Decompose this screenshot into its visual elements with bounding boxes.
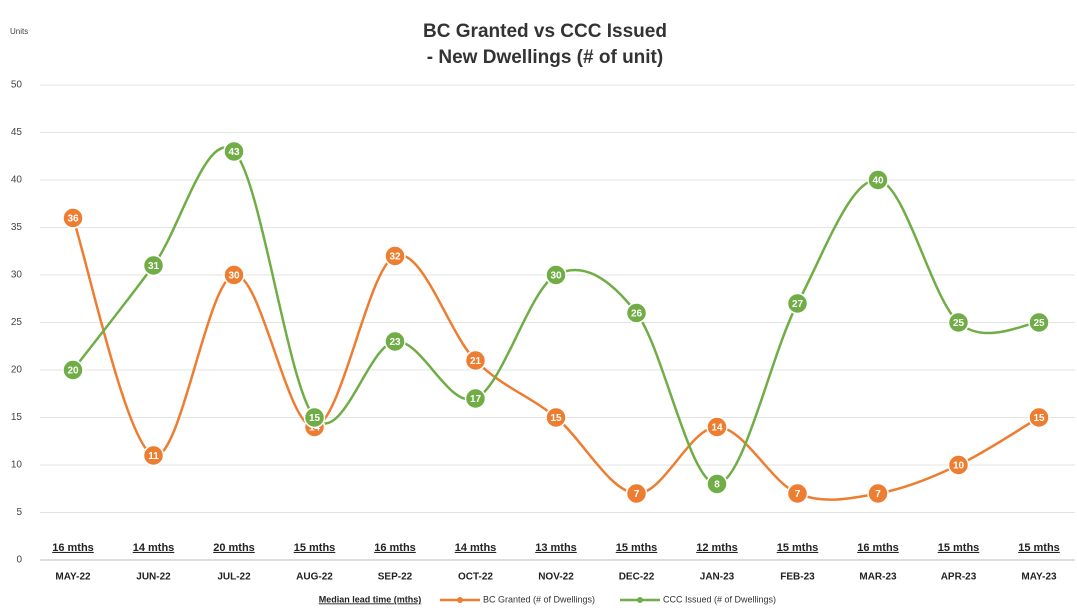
data-point <box>867 482 889 505</box>
data-point <box>62 359 84 381</box>
x-tick-label: MAR-23 <box>859 572 897 583</box>
data-point <box>1028 406 1050 429</box>
lead-time-legend: Median lead time (mths) <box>319 594 422 604</box>
data-label: 8 <box>714 480 720 491</box>
legend-label: BC Granted (# of Dwellings) <box>483 594 595 604</box>
x-tick-label: AUG-22 <box>296 572 333 583</box>
y-tick-label: 30 <box>11 270 23 281</box>
x-tick-label: JUL-22 <box>217 572 251 583</box>
data-label: 15 <box>550 413 562 424</box>
data-point <box>303 406 326 429</box>
data-point <box>142 444 165 467</box>
data-point <box>706 473 728 495</box>
data-point <box>545 406 567 429</box>
data-label: 20 <box>67 366 79 377</box>
lead-time: 14 mths <box>133 542 175 554</box>
data-point <box>706 416 728 438</box>
y-tick-label: 25 <box>11 317 23 328</box>
data-label: 14 <box>711 423 723 434</box>
data-point <box>223 140 245 163</box>
y-tick-label: 50 <box>11 80 23 91</box>
data-label: 15 <box>1033 413 1045 424</box>
x-tick-label: JAN-23 <box>700 572 735 583</box>
legend-label: CCC Issued (# of Dwellings) <box>663 594 776 604</box>
lead-time: 15 mths <box>294 542 336 554</box>
data-label: 30 <box>550 271 562 282</box>
lead-time: 15 mths <box>938 542 980 554</box>
x-tick-label: OCT-22 <box>458 572 493 583</box>
data-point <box>384 245 406 267</box>
data-label: 31 <box>148 261 160 272</box>
data-point <box>867 169 889 191</box>
lead-time: 16 mths <box>374 542 416 554</box>
data-point <box>625 302 648 324</box>
x-tick-label: DEC-22 <box>619 572 655 583</box>
lead-time: 15 mths <box>616 542 658 554</box>
series-line <box>71 217 1040 501</box>
x-tick-label: MAY-23 <box>1021 572 1057 583</box>
data-point <box>464 387 487 410</box>
y-tick-label: 20 <box>11 365 23 376</box>
lead-time: 15 mths <box>1018 542 1060 554</box>
data-point <box>1028 311 1050 334</box>
lead-time: 12 mths <box>696 542 738 554</box>
x-tick-label: SEP-22 <box>378 572 413 583</box>
lead-time: 16 mths <box>52 542 94 554</box>
x-tick-label: JUN-22 <box>136 572 171 583</box>
data-point <box>464 349 487 372</box>
x-tick-label: MAY-22 <box>55 572 91 583</box>
data-point <box>62 207 84 229</box>
data-point <box>384 330 406 353</box>
lead-time: 15 mths <box>777 542 819 554</box>
data-label: 40 <box>872 176 884 187</box>
data-point <box>223 264 245 286</box>
data-label: 27 <box>792 299 804 310</box>
data-label: 25 <box>953 318 965 329</box>
y-tick-label: 5 <box>16 507 22 518</box>
data-label: 26 <box>631 309 643 320</box>
data-point <box>786 482 809 505</box>
lead-time: 20 mths <box>213 542 255 554</box>
legend-marker <box>637 597 643 603</box>
data-label: 30 <box>228 271 240 282</box>
data-point <box>142 254 165 277</box>
data-label: 15 <box>309 413 321 424</box>
data-label: 7 <box>795 489 801 500</box>
data-point <box>545 264 567 286</box>
series-line <box>72 146 1040 486</box>
data-label: 17 <box>470 394 482 405</box>
data-label: 43 <box>228 147 240 158</box>
data-point <box>947 311 970 334</box>
y-tick-label: 40 <box>11 175 23 186</box>
data-label: 11 <box>148 451 159 462</box>
lead-time: 16 mths <box>857 542 899 554</box>
data-label: 32 <box>389 252 401 263</box>
data-label: 21 <box>470 356 482 367</box>
x-tick-label: APR-23 <box>941 572 977 583</box>
y-axis-label: Units <box>10 27 28 36</box>
data-point <box>786 292 809 315</box>
chart-title: BC Granted vs CCC Issued <box>423 21 667 42</box>
lead-time: 13 mths <box>535 542 577 554</box>
y-tick-label: 15 <box>11 412 23 423</box>
data-label: 23 <box>389 337 401 348</box>
data-label: 25 <box>1033 318 1045 329</box>
y-tick-label: 35 <box>11 222 23 233</box>
data-label: 10 <box>953 461 965 472</box>
data-label: 36 <box>67 214 79 225</box>
y-tick-label: 45 <box>11 127 23 138</box>
lead-time: 14 mths <box>455 542 497 554</box>
data-label: 7 <box>875 489 881 500</box>
y-tick-label: 0 <box>16 555 22 566</box>
x-tick-label: NOV-22 <box>538 572 574 583</box>
x-tick-label: FEB-23 <box>780 572 815 583</box>
data-label: 7 <box>634 489 640 500</box>
legend-marker <box>457 597 463 603</box>
data-point <box>947 454 970 476</box>
chart-subtitle: - New Dwellings (# of unit) <box>427 47 663 68</box>
data-point <box>625 482 648 505</box>
y-tick-label: 10 <box>11 460 23 471</box>
